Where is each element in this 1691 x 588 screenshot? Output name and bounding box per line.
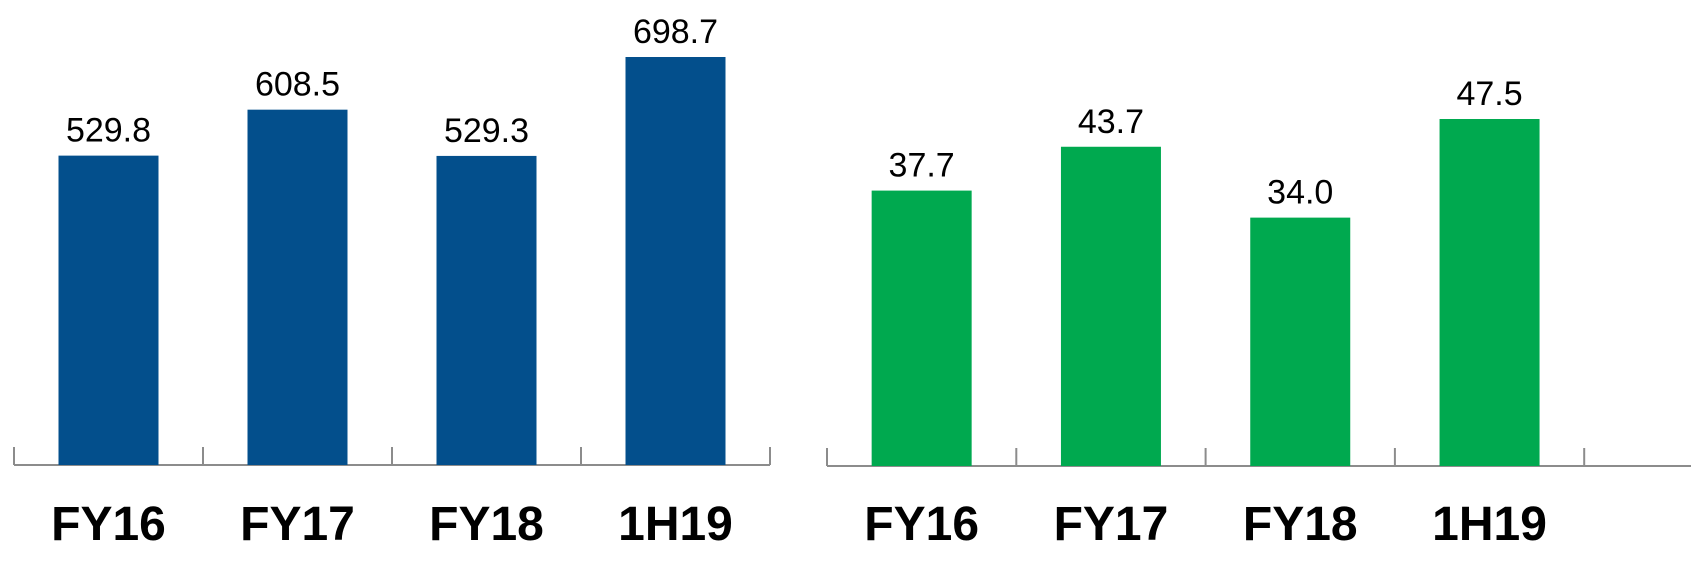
bar-1h19 xyxy=(625,57,726,465)
data-label: 47.5 xyxy=(1456,75,1522,113)
bar-fy18 xyxy=(1250,217,1351,466)
category-label: FY17 xyxy=(240,498,355,551)
left-bar-chart: 529.8 FY16 608.5 FY17 529.3 FY18 698.7 1H19 xyxy=(13,13,771,551)
data-label: 529.3 xyxy=(444,112,529,150)
right-bar-chart: 37.7 FY16 43.7 FY17 34.0 FY18 47.5 1H19 xyxy=(826,75,1691,551)
data-label: 34.0 xyxy=(1267,174,1333,212)
bar-1h19 xyxy=(1439,119,1540,466)
bar-fy17 xyxy=(247,109,348,465)
category-label: FY16 xyxy=(864,498,979,551)
bar-fy16 xyxy=(871,190,972,466)
data-label: 37.7 xyxy=(889,147,955,185)
bar-fy17 xyxy=(1060,146,1161,466)
data-label: 529.8 xyxy=(66,112,151,150)
category-label: 1H19 xyxy=(1432,498,1547,551)
data-label: 43.7 xyxy=(1078,103,1144,141)
data-label: 698.7 xyxy=(633,13,718,51)
category-label: FY16 xyxy=(51,498,166,551)
bar-fy16 xyxy=(58,155,159,465)
bar-fy18 xyxy=(436,155,537,465)
category-label: FY18 xyxy=(1243,498,1358,551)
category-label: 1H19 xyxy=(618,498,733,551)
category-label: FY18 xyxy=(429,498,544,551)
category-label: FY17 xyxy=(1054,498,1169,551)
data-label: 608.5 xyxy=(255,66,340,104)
